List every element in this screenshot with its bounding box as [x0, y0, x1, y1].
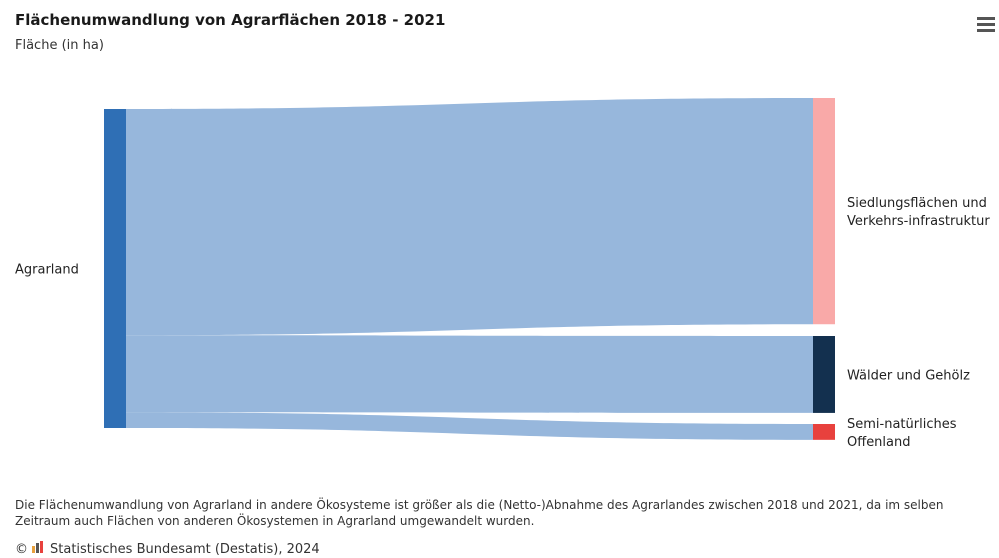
sankey-label-line: Siedlungsflächen und	[847, 196, 987, 211]
copyright-symbol: ©	[15, 541, 28, 557]
sankey-node-offenland	[813, 424, 835, 440]
destatis-logo-icon	[32, 541, 46, 557]
sankey-link-siedlung	[126, 98, 813, 336]
sankey-label-line: Semi-natürliches	[847, 417, 957, 432]
sankey-label-line: Offenland	[847, 435, 911, 450]
sankey-chart: Agrarland Siedlungsflächen und Verkehrs-in…	[15, 98, 990, 450]
credits-text: Statistisches Bundesamt (Destatis), 2024	[50, 541, 320, 557]
sankey-label-offenland: Semi-natürliches Offenland	[847, 417, 957, 450]
sankey-label-siedlung: Siedlungsflächen und Verkehrs-infrastrukt…	[847, 196, 990, 229]
sankey-node-siedlung	[813, 98, 835, 325]
sankey-node-waelder	[813, 336, 835, 413]
sankey-label-line: Verkehrs-infrastruktur	[847, 214, 990, 229]
sankey-link-waelder	[126, 335, 813, 413]
chart-caption: Die Flächenumwandlung von Agrarland in a…	[15, 498, 944, 528]
hamburger-menu-icon[interactable]	[977, 17, 999, 35]
chart-title: Flächenumwandlung von Agrarflächen 2018 …	[15, 11, 446, 29]
sankey-label-waelder: Wälder und Gehölz	[847, 368, 970, 383]
sankey-node-agrar	[104, 109, 126, 428]
sankey-link-offenland	[126, 412, 813, 440]
chart-subtitle: Fläche (in ha)	[15, 38, 104, 53]
chart-credits[interactable]: © Statistisches Bundesamt (Destatis), 20…	[15, 541, 320, 557]
sankey-label-line: Wälder und Gehölz	[847, 368, 970, 383]
sankey-label-agrar: Agrarland	[15, 263, 79, 278]
